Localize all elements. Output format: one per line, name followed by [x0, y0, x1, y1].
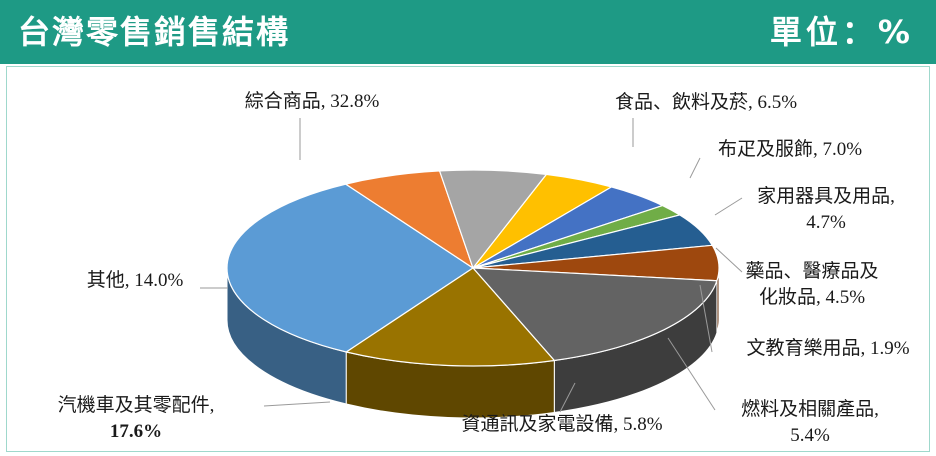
- leader-line-4: [715, 247, 743, 273]
- slice-label-1: 食品、飲料及菸, 6.5%: [615, 91, 797, 113]
- header-bar: 台灣零售銷售結構 單位：%: [0, 0, 936, 64]
- pie-slice-0: [226, 183, 475, 353]
- slice-label-0: 綜合商品, 32.8%: [245, 90, 380, 112]
- pie-tops: [226, 169, 720, 367]
- pie-slice-9: [344, 267, 556, 367]
- slice-label-8-line2: 17.6%: [110, 421, 162, 442]
- leader-line-8: [263, 401, 331, 407]
- slice-label-7: 資通訊及家電設備, 5.8%: [461, 413, 662, 435]
- slice-label-8: 汽機車及其零配件,: [58, 394, 215, 416]
- leader-lines: [200, 118, 743, 413]
- leader-line-3: [714, 197, 743, 216]
- slice-label-4-line2: 化妝品, 4.5%: [759, 286, 865, 308]
- slice-labels: 綜合商品, 32.8% 食品、飲料及菸, 6.5% 布疋及服飾, 7.0% 家用器具及…: [58, 90, 910, 446]
- slice-label-3: 家用器具及用品,: [757, 185, 895, 207]
- slice-label-3-line2: 4.7%: [806, 212, 846, 233]
- leader-line-6: [667, 337, 716, 411]
- slice-label-6-line2: 5.4%: [790, 425, 830, 446]
- chart-area: [6, 66, 930, 452]
- slice-label-5: 文教育樂用品, 1.9%: [746, 337, 909, 359]
- leader-line-7: [559, 382, 576, 413]
- slice-label-6: 燃料及相關產品,: [741, 398, 879, 420]
- chart-title: 台灣零售銷售結構: [18, 13, 291, 51]
- pie-slice-2: [438, 169, 548, 270]
- slice-label-9: 其他, 14.0%: [87, 269, 184, 291]
- leader-line-5: [699, 284, 713, 353]
- slice-label-2: 布疋及服飾, 7.0%: [718, 138, 862, 160]
- leader-line-2: [689, 157, 701, 179]
- slice-label-4: 藥品、醫療品及: [745, 260, 878, 282]
- unit-label: 單位：%: [769, 13, 914, 51]
